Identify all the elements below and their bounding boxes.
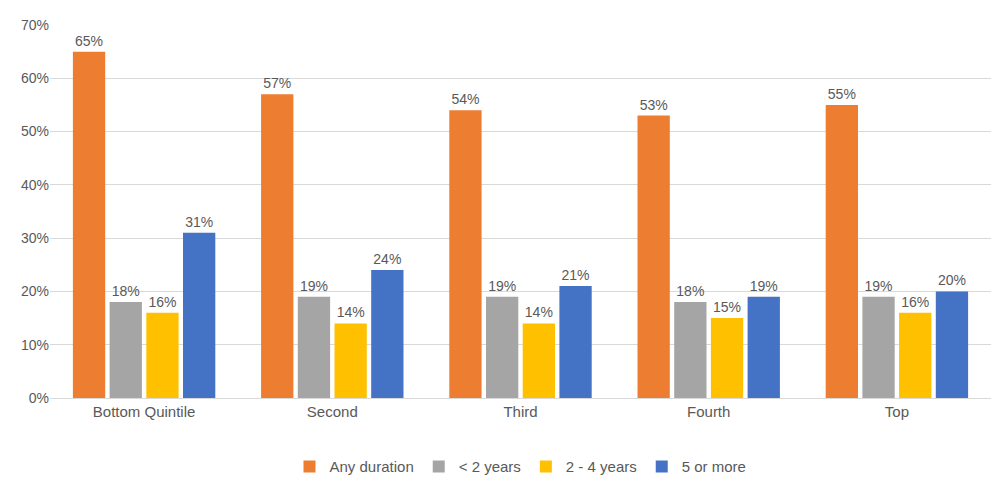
svg-text:57%: 57%	[263, 75, 291, 91]
svg-text:19%: 19%	[865, 278, 893, 294]
svg-text:19%: 19%	[300, 278, 328, 294]
svg-text:< 2 years: < 2 years	[459, 458, 521, 475]
svg-text:40%: 40%	[21, 177, 49, 193]
svg-text:Top: Top	[885, 403, 909, 420]
svg-text:20%: 20%	[21, 283, 49, 299]
svg-text:Third: Third	[503, 403, 537, 420]
svg-text:18%: 18%	[676, 283, 704, 299]
svg-text:19%: 19%	[750, 278, 778, 294]
svg-text:50%: 50%	[21, 123, 49, 139]
svg-text:Second: Second	[307, 403, 358, 420]
svg-text:14%: 14%	[525, 304, 553, 320]
svg-text:10%: 10%	[21, 337, 49, 353]
svg-text:16%: 16%	[148, 294, 176, 310]
svg-text:31%: 31%	[185, 214, 213, 230]
svg-text:19%: 19%	[488, 278, 516, 294]
svg-text:15%: 15%	[713, 299, 741, 315]
svg-text:30%: 30%	[21, 230, 49, 246]
svg-text:16%: 16%	[901, 294, 929, 310]
svg-text:18%: 18%	[112, 283, 140, 299]
svg-text:60%: 60%	[21, 70, 49, 86]
svg-text:21%: 21%	[562, 267, 590, 283]
svg-text:0%: 0%	[29, 390, 49, 406]
svg-text:2 - 4 years: 2 - 4 years	[566, 458, 637, 475]
svg-text:65%: 65%	[75, 33, 103, 49]
svg-text:14%: 14%	[337, 304, 365, 320]
svg-text:20%: 20%	[938, 272, 966, 288]
svg-text:24%: 24%	[373, 251, 401, 267]
svg-text:54%: 54%	[451, 91, 479, 107]
svg-text:70%: 70%	[21, 17, 49, 33]
svg-text:Bottom Quintile: Bottom Quintile	[93, 403, 196, 420]
svg-text:55%: 55%	[828, 86, 856, 102]
svg-text:53%: 53%	[640, 97, 668, 113]
svg-text:5 or more: 5 or more	[682, 458, 746, 475]
svg-text:Fourth: Fourth	[687, 403, 730, 420]
svg-text:Any duration: Any duration	[330, 458, 414, 475]
